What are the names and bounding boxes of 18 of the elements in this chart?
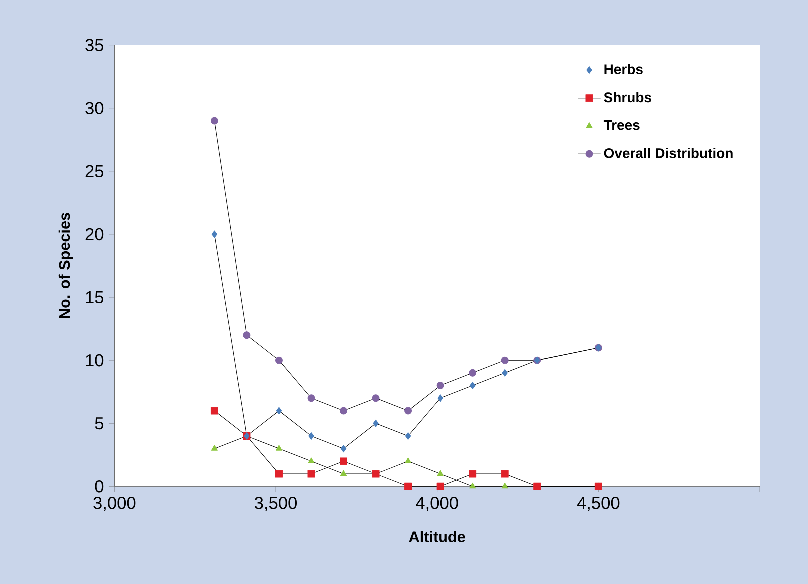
- x-axis-title: Altitude: [409, 531, 466, 542]
- y-tick-label: 5: [95, 418, 104, 430]
- y-tick-label: 15: [86, 291, 104, 304]
- x-tick-label: 3,500: [254, 497, 298, 512]
- y-tick-label: 0: [95, 480, 104, 493]
- legend-label: Herbs: [604, 64, 643, 74]
- y-tick-label: 25: [86, 165, 104, 178]
- y-tick-label: 35: [86, 39, 104, 52]
- legend-label: Shrubs: [604, 92, 652, 103]
- x-tick-label: 3,000: [94, 497, 136, 512]
- x-tick-label: 4,000: [416, 497, 458, 512]
- legend-label: Trees: [604, 120, 640, 130]
- x-tick-label: 4,500: [577, 497, 620, 512]
- legend-label: Overall Distribution: [604, 148, 733, 158]
- y-tick-label: 10: [86, 354, 104, 367]
- y-tick-label: 30: [86, 102, 104, 115]
- y-axis-title: No. of Species: [58, 213, 74, 318]
- y-tick-label: 20: [86, 228, 104, 241]
